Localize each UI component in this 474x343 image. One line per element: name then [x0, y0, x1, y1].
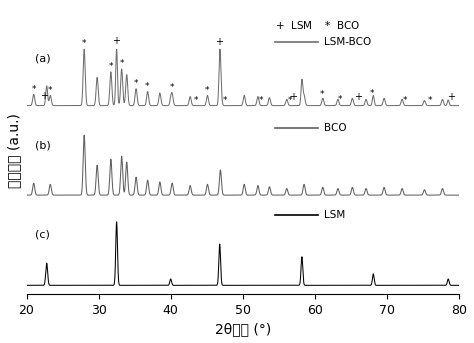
Text: (a): (a) — [35, 53, 51, 63]
Text: $*$: $*$ — [286, 94, 293, 103]
Text: $+$: $+$ — [215, 36, 224, 47]
Text: $*$: $*$ — [402, 94, 408, 103]
Text: $*$: $*$ — [145, 80, 151, 89]
Text: $+$: $+$ — [289, 91, 298, 102]
Y-axis label: 相对强度 (a.u.): 相对强度 (a.u.) — [7, 113, 21, 188]
Text: $*$: $*$ — [169, 81, 175, 90]
Text: $*$: $*$ — [319, 88, 325, 97]
Text: (c): (c) — [35, 230, 50, 240]
Text: $*$: $*$ — [47, 84, 54, 93]
Text: $*$: $*$ — [133, 77, 139, 86]
Text: $+$: $+$ — [354, 91, 363, 102]
Text: $+$: $+$ — [447, 91, 456, 102]
Text: $*$: $*$ — [369, 87, 376, 96]
X-axis label: 2θ角度 (°): 2θ角度 (°) — [215, 322, 271, 336]
Text: $*$: $*$ — [81, 37, 87, 46]
Text: $*$: $*$ — [204, 84, 210, 93]
Text: $+$: $+$ — [112, 35, 121, 46]
Text: LSM: LSM — [324, 210, 346, 220]
Text: BCO: BCO — [324, 123, 347, 133]
Text: $+$  LSM    $*$  BCO: $+$ LSM $*$ BCO — [275, 19, 361, 31]
Text: (b): (b) — [35, 140, 51, 150]
Text: $*$: $*$ — [31, 83, 37, 92]
Text: $*$: $*$ — [118, 57, 125, 66]
Text: $*$: $*$ — [337, 93, 343, 102]
Text: $*$: $*$ — [222, 94, 228, 103]
Text: $*$: $*$ — [108, 60, 114, 69]
Text: $*$: $*$ — [193, 94, 199, 103]
Text: $*$: $*$ — [258, 94, 264, 103]
Text: $*$: $*$ — [427, 94, 433, 103]
Text: LSM-BCO: LSM-BCO — [324, 37, 372, 47]
Text: $+$: $+$ — [40, 90, 49, 101]
